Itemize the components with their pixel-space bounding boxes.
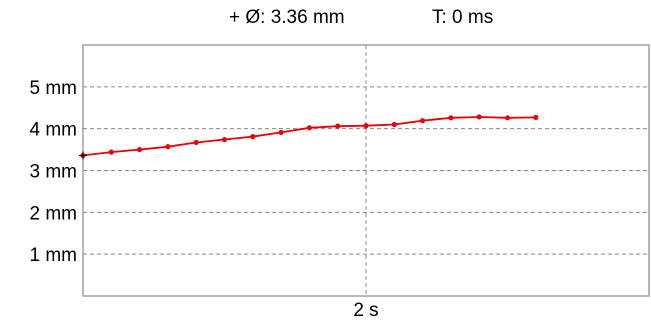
- data-point-13: [420, 118, 426, 124]
- data-point-17: [533, 114, 539, 120]
- y-tick-label-4: 4 mm: [30, 120, 78, 141]
- y-tick-label-5: 5 mm: [30, 78, 78, 99]
- data-point-7: [250, 134, 256, 140]
- data-point-3: [137, 146, 143, 153]
- y-tick-label-1: 1 mm: [30, 245, 78, 266]
- data-point-15: [476, 114, 482, 120]
- y-tick-label-3: 3 mm: [30, 162, 78, 183]
- data-point-12: [391, 121, 397, 128]
- y-tick-label-2: 2 mm: [30, 203, 78, 224]
- readout-header: + Ø: 3.36 mm T: 0 ms: [0, 7, 651, 33]
- data-point-16: [504, 115, 511, 121]
- data-point-14: [448, 115, 454, 121]
- diameter-readout: + Ø: 3.36 mm: [229, 7, 345, 28]
- time-readout: T: 0 ms: [432, 7, 494, 28]
- data-point-6: [221, 136, 228, 143]
- data-point-2: [108, 149, 114, 155]
- data-point-10: [335, 123, 341, 129]
- x-tick-label-1: 2 s: [353, 300, 378, 321]
- data-point-11: [363, 123, 369, 129]
- data-point-8: [278, 129, 284, 136]
- data-point-5: [193, 139, 199, 146]
- data-point-4: [165, 144, 171, 150]
- data-point-9: [306, 125, 312, 131]
